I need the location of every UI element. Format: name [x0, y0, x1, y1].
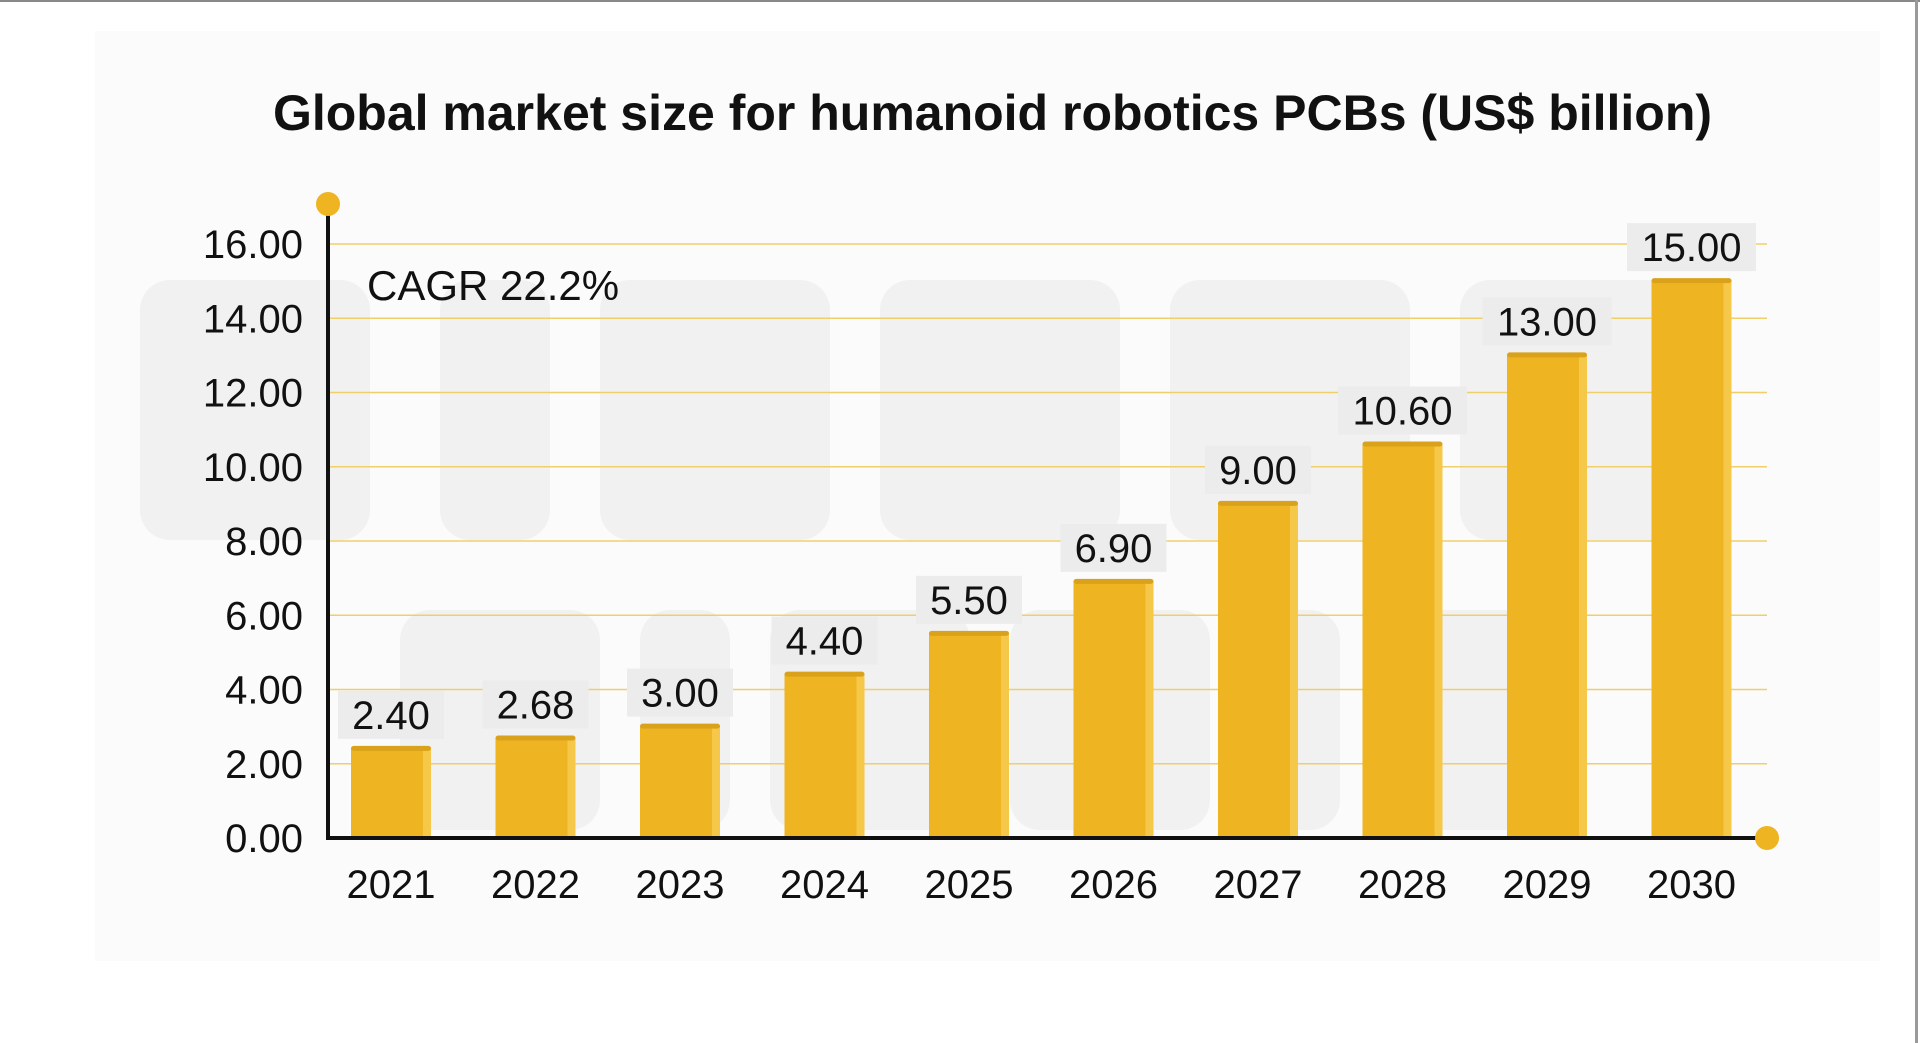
bar-side-highlight: [712, 726, 720, 838]
bar-side-highlight: [1579, 355, 1587, 838]
bar-side-highlight: [1145, 581, 1154, 838]
y-tick-label: 12.00: [203, 372, 303, 416]
cagr-annotation: CAGR 22.2%: [367, 262, 619, 309]
data-label: 13.00: [1497, 300, 1597, 344]
bar-side-highlight: [1001, 633, 1009, 838]
watermark-block: [600, 280, 830, 540]
data-label-background: [916, 575, 1022, 624]
bar-top-cap: [784, 671, 865, 677]
y-tick-label: 8.00: [225, 520, 303, 564]
x-axis-end-dot: [1755, 826, 1779, 850]
data-label-background: [1205, 445, 1311, 494]
watermark-block: [140, 280, 370, 540]
data-label-background: [338, 690, 444, 739]
x-tick-label: 2029: [1503, 863, 1592, 907]
data-label-background: [482, 680, 589, 729]
bar-top-cap: [1651, 278, 1732, 284]
data-label: 4.40: [786, 620, 864, 664]
watermark-block: [880, 280, 1120, 540]
x-tick-label: 2027: [1214, 863, 1303, 907]
data-label: 2.40: [352, 694, 430, 738]
frame-right-edge: [1915, 0, 1918, 1043]
x-tick-label: 2023: [636, 863, 725, 907]
bar: [351, 748, 431, 838]
data-label: 10.60: [1352, 389, 1452, 433]
bar-top-cap: [1073, 578, 1154, 584]
bar: [640, 726, 720, 838]
x-tick-label: 2028: [1358, 863, 1447, 907]
watermark-block: [440, 280, 550, 540]
y-tick-label: 14.00: [203, 297, 303, 341]
y-tick-label: 4.00: [225, 669, 303, 713]
x-tick-label: 2026: [1069, 863, 1158, 907]
data-label-background: [771, 616, 878, 665]
data-label-background: [1060, 523, 1167, 572]
bar: [929, 633, 1009, 838]
bar-side-highlight: [1434, 444, 1443, 838]
bar: [1507, 355, 1587, 838]
bar: [495, 738, 576, 838]
data-label: 2.68: [497, 684, 575, 728]
data-label-background: [627, 668, 733, 717]
bar: [1073, 581, 1154, 838]
bar-side-highlight: [856, 674, 865, 838]
bar-top-cap: [495, 735, 576, 741]
data-label-background: [1482, 297, 1612, 346]
data-label-background: [1338, 386, 1467, 435]
y-tick-label: 6.00: [225, 594, 303, 638]
y-tick-label: 10.00: [203, 446, 303, 490]
bar-top-cap: [351, 745, 431, 751]
x-tick-label: 2022: [491, 863, 580, 907]
y-tick-label: 16.00: [203, 223, 303, 267]
bar-top-cap: [1362, 441, 1443, 447]
bar-side-highlight: [1290, 503, 1298, 838]
chart-title: Global market size for humanoid robotics…: [272, 85, 1713, 141]
y-tick-label: 0.00: [225, 817, 303, 861]
data-label: 15.00: [1641, 226, 1741, 270]
bar-top-cap: [640, 723, 720, 729]
x-tick-label: 2025: [925, 863, 1014, 907]
bar: [1218, 503, 1298, 838]
bar-side-highlight: [567, 738, 576, 838]
data-label: 5.50: [930, 579, 1008, 623]
bar: [1651, 281, 1732, 838]
bar-side-highlight: [423, 748, 431, 838]
data-label: 6.90: [1075, 527, 1153, 571]
bar: [1362, 444, 1443, 838]
bar-top-cap: [929, 630, 1009, 636]
bar-top-cap: [1218, 500, 1298, 506]
y-axis-end-dot: [316, 192, 340, 216]
frame-top-edge: [0, 0, 1920, 2]
bar: [784, 674, 865, 838]
data-label: 3.00: [641, 672, 719, 716]
bar-side-highlight: [1723, 281, 1732, 838]
x-tick-label: 2030: [1647, 863, 1736, 907]
data-label-background: [1627, 223, 1756, 272]
y-tick-label: 2.00: [225, 743, 303, 787]
bar-top-cap: [1507, 352, 1587, 358]
x-tick-label: 2024: [780, 863, 869, 907]
x-tick-label: 2021: [347, 863, 436, 907]
data-label: 9.00: [1219, 449, 1297, 493]
